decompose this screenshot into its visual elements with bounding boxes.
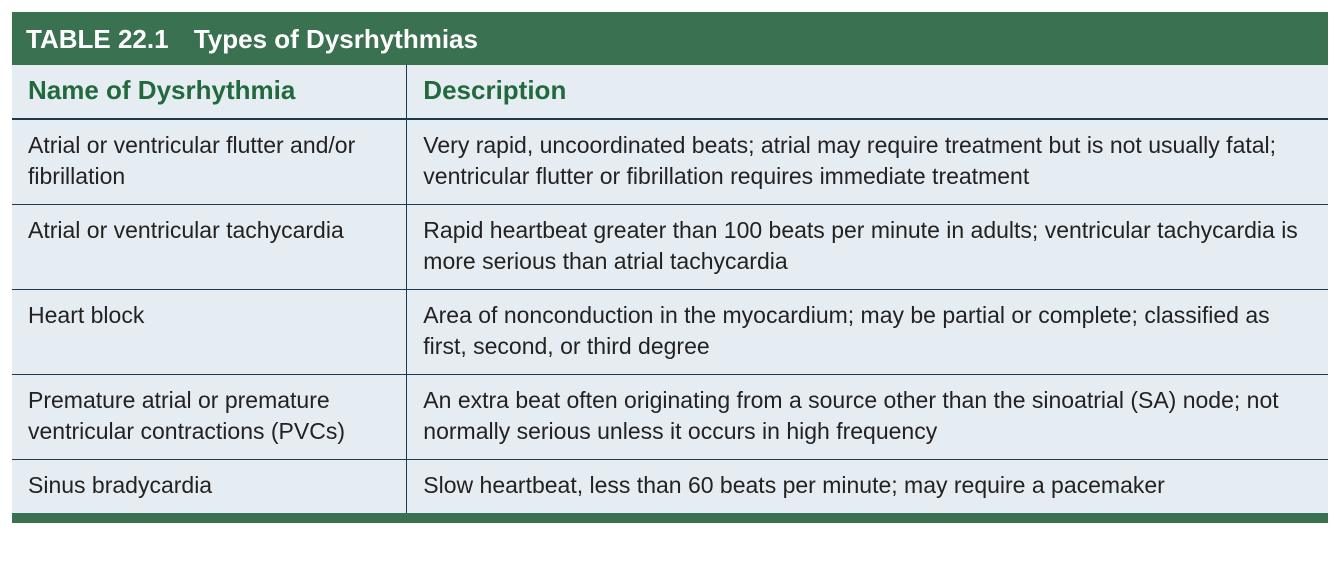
table-header-row: Name of Dysrhythmia Description [12, 65, 1328, 119]
cell-desc: Slow heartbeat, less than 60 beats per m… [407, 460, 1328, 514]
col-header-name: Name of Dysrhythmia [12, 65, 407, 119]
cell-desc: Area of nonconduction in the myocardium;… [407, 290, 1328, 375]
data-table: Name of Dysrhythmia Description Atrial o… [12, 65, 1328, 513]
col-header-desc: Description [407, 65, 1328, 119]
cell-name: Atrial or ventricular tachycardia [12, 205, 407, 290]
table-row: Atrial or ventricular flutter and/or fib… [12, 119, 1328, 205]
dysrhythmia-table: TABLE 22.1 Types of Dysrhythmias Name of… [12, 12, 1328, 523]
cell-desc: Very rapid, uncoordinated beats; atrial … [407, 119, 1328, 205]
table-number: 22.1 [118, 24, 169, 54]
table-row: Premature atrial or premature ventricula… [12, 375, 1328, 460]
cell-name: Sinus bradycardia [12, 460, 407, 514]
cell-desc: Rapid heartbeat greater than 100 beats p… [407, 205, 1328, 290]
table-title-bar: TABLE 22.1 Types of Dysrhythmias [12, 18, 1328, 65]
cell-name: Premature atrial or premature ventricula… [12, 375, 407, 460]
cell-name: Atrial or ventricular flutter and/or fib… [12, 119, 407, 205]
table-label: TABLE [26, 24, 111, 54]
cell-desc: An extra beat often originating from a s… [407, 375, 1328, 460]
table-row: Heart block Area of nonconduction in the… [12, 290, 1328, 375]
table-title: Types of Dysrhythmias [194, 24, 478, 54]
table-row: Sinus bradycardia Slow heartbeat, less t… [12, 460, 1328, 514]
cell-name: Heart block [12, 290, 407, 375]
table-row: Atrial or ventricular tachycardia Rapid … [12, 205, 1328, 290]
